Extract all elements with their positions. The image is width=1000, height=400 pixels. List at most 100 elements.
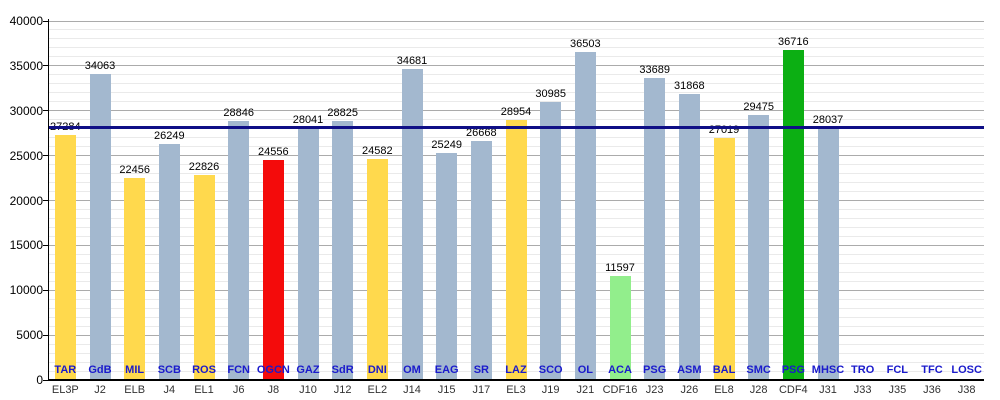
y-axis-line: [48, 19, 49, 380]
x-axis-round-label: J15: [437, 384, 456, 396]
y-axis-tickmark: [43, 200, 48, 201]
bar-laz-el3: [505, 120, 527, 379]
x-axis-opponent-label: OL: [577, 364, 593, 376]
x-axis-round-label: J38: [957, 384, 976, 396]
y-axis-tickmark: [43, 380, 48, 381]
x-axis-opponent-label: FCL: [886, 364, 909, 376]
x-axis-opponent-label: EAG: [434, 364, 459, 376]
x-axis-opponent-label: GAZ: [296, 364, 320, 376]
x-axis-round-label: J19: [541, 384, 560, 396]
bar-ros-el1: [193, 175, 215, 379]
x-axis-opponent-label: TRO: [851, 364, 875, 376]
bar-smc-j28: [748, 115, 770, 379]
x-axis-opponent-label: SCO: [538, 364, 563, 376]
bar-value-label: 36503: [570, 38, 601, 51]
x-axis-opponent-label: BAL: [712, 364, 736, 376]
x-axis-opponent-label: ACA: [608, 364, 632, 376]
bar-value-label: 28954: [500, 106, 532, 119]
x-axis-round-label: J23: [645, 384, 664, 396]
minor-gridline: [48, 29, 984, 30]
bar-gdb-j2: [89, 74, 111, 379]
x-axis-opponent-label: SCB: [157, 364, 181, 376]
x-axis-opponent-label: ROS: [192, 364, 216, 376]
major-gridline: [48, 21, 984, 22]
x-axis-round-label: EL8: [714, 384, 734, 396]
y-axis-tick-label: 15000: [9, 238, 43, 253]
x-axis-opponent-label: TFC: [921, 364, 943, 376]
bar-ogcn-j8: [262, 159, 284, 379]
y-axis-tick-label: 35000: [9, 58, 43, 73]
x-axis-round-label: J2: [94, 384, 106, 396]
y-axis-tick-label: 30000: [9, 103, 43, 118]
bar-value-label: 28041: [292, 114, 324, 127]
x-axis-line: [48, 379, 984, 381]
x-axis-round-label: J10: [299, 384, 317, 396]
minor-gridline: [48, 38, 984, 39]
bar-sr-j17: [470, 140, 492, 379]
y-axis-tickmark: [43, 335, 48, 336]
bar-value-label: 24556: [258, 145, 289, 158]
bar-aca-cdf16: [609, 275, 631, 379]
major-gridline: [48, 65, 984, 66]
minor-gridline: [48, 83, 984, 84]
y-axis-tickmark: [43, 21, 48, 22]
bar-value-label: 22456: [119, 164, 150, 177]
x-axis-opponent-label: MHSC: [811, 364, 845, 376]
bar-asm-j26: [678, 93, 700, 379]
minor-gridline: [48, 101, 984, 102]
y-axis-tickmark: [43, 65, 48, 66]
x-axis-opponent-label: TAR: [54, 364, 77, 376]
x-axis-round-label: EL1: [194, 384, 214, 396]
bar-scb-j4: [158, 144, 180, 379]
y-axis-tickmark: [43, 245, 48, 246]
x-axis-round-label: J36: [923, 384, 941, 396]
x-axis-round-label: J33: [853, 384, 872, 396]
x-axis-round-label: J35: [888, 384, 907, 396]
x-axis-round-label: J31: [819, 384, 837, 396]
bar-sdr-j12: [332, 121, 354, 379]
bar-value-label: 22826: [188, 161, 220, 174]
bar-value-label: 28846: [223, 107, 254, 120]
x-axis-opponent-label: OGCN: [256, 364, 290, 376]
x-axis-opponent-label: DNI: [367, 364, 387, 376]
x-axis-opponent-label: SdR: [331, 364, 354, 376]
bar-dni-el2: [366, 159, 388, 379]
y-axis-tick-label: 5000: [16, 328, 43, 343]
bar-eag-j15: [436, 153, 458, 379]
x-axis-round-label: ELB: [124, 384, 146, 396]
y-axis-tickmark: [43, 155, 48, 156]
bar-value-label: 28037: [812, 114, 844, 127]
minor-gridline: [48, 92, 984, 93]
bar-value-label: 31868: [674, 79, 705, 92]
y-axis-tick-label: 10000: [9, 283, 43, 298]
x-axis-opponent-label: OM: [403, 364, 421, 376]
x-axis-round-label: J6: [232, 384, 245, 396]
bar-value-label: 29475: [743, 101, 774, 114]
x-axis-round-label: EL3: [506, 384, 526, 396]
bar-tar-el3p: [54, 135, 76, 379]
x-axis-round-label: J17: [472, 384, 491, 396]
x-axis-round-label: J26: [680, 384, 699, 396]
x-axis-round-label: J14: [403, 384, 421, 396]
x-axis-opponent-label: FCN: [227, 364, 250, 376]
x-axis-round-label: J21: [576, 384, 595, 396]
y-axis-tick-label: 0: [36, 373, 43, 387]
bar-om-j14: [401, 68, 423, 379]
x-axis-round-label: CDF16: [602, 384, 638, 396]
x-axis-opponent-label: GdB: [88, 364, 112, 376]
x-axis-round-label: CDF4: [778, 384, 808, 396]
y-axis-tickmark: [43, 110, 48, 111]
y-axis-tick-label: 25000: [9, 148, 43, 163]
bar-value-label: 28825: [327, 107, 358, 120]
minor-gridline: [48, 47, 984, 48]
x-axis-round-label: EL3P: [51, 384, 79, 396]
y-axis-tick-label: 20000: [9, 193, 43, 208]
x-axis-opponent-label: LOSC: [951, 364, 982, 376]
x-axis-opponent-label: LAZ: [505, 364, 527, 376]
bar-mhsc-j31: [817, 128, 839, 379]
average-attendance-line: [48, 125, 984, 129]
bar-value-label: 25249: [431, 139, 462, 152]
bar-mil-elb: [124, 178, 146, 379]
x-axis-round-label: J8: [267, 384, 280, 396]
minor-gridline: [48, 56, 984, 57]
